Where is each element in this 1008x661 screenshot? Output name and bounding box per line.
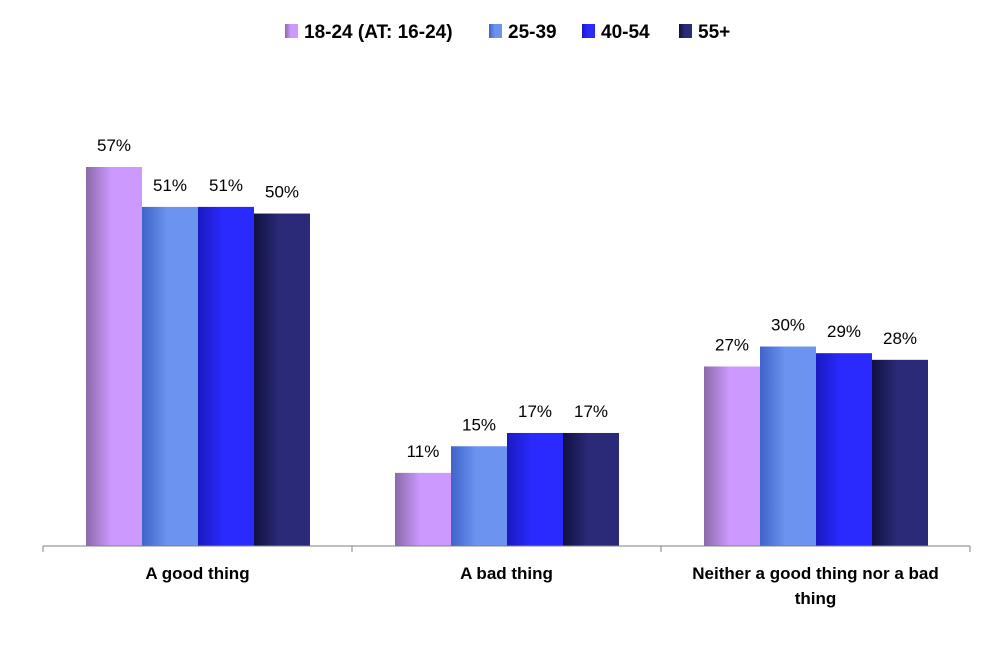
bar-1-3	[563, 432, 619, 546]
x-axis	[42, 545, 971, 552]
legend-label-0: 18-24 (AT: 16-24)	[304, 22, 453, 43]
bar-1-1	[451, 446, 507, 546]
value-labels-group: 57% 51% 51% 50% 11% 15% 17% 17% 27% 30% 29% 28%	[97, 136, 917, 461]
bar-1-0	[395, 472, 451, 546]
value-label-1-2: 17%	[518, 402, 552, 421]
value-label-1-1: 15%	[462, 415, 496, 434]
bar-0-3	[254, 213, 310, 546]
value-label-0-1: 51%	[153, 176, 187, 195]
value-label-1-0: 11%	[407, 442, 440, 461]
bar-0-1	[142, 206, 198, 547]
legend-swatch-3	[679, 24, 692, 38]
value-label-0-0: 57%	[97, 136, 131, 155]
legend-label-2: 40-54	[601, 22, 650, 43]
bars-group	[86, 167, 928, 547]
bar-2-2	[816, 353, 872, 546]
bar-1-2	[507, 432, 563, 546]
category-label-0: A good thing	[145, 564, 249, 583]
legend-swatch-2	[582, 24, 595, 38]
legend-label-1: 25-39	[508, 22, 557, 43]
value-label-1-3: 17%	[574, 402, 608, 421]
chart-legend: 18-24 (AT: 16-24) 25-39 40-54 55+	[285, 22, 730, 43]
legend-swatch-1	[489, 24, 502, 38]
value-label-2-3: 28%	[883, 329, 917, 348]
category-label-1: A bad thing	[460, 564, 553, 583]
legend-label-3: 55+	[698, 22, 730, 43]
bar-0-0	[86, 167, 142, 546]
bar-2-3	[872, 359, 928, 546]
legend-swatch-0	[285, 24, 298, 38]
bar-0-2	[198, 206, 254, 547]
value-label-2-1: 30%	[771, 316, 805, 335]
value-label-2-2: 29%	[827, 322, 861, 341]
bar-2-0	[704, 366, 760, 546]
category-label-2: Neither a good thing nor a bad thing	[692, 564, 939, 608]
bar-2-1	[760, 346, 816, 546]
value-label-0-2: 51%	[209, 176, 243, 195]
category-labels-group: A good thing A bad thing Neither a good th…	[145, 564, 938, 608]
value-label-2-0: 27%	[715, 335, 749, 354]
value-label-0-3: 50%	[265, 183, 299, 202]
